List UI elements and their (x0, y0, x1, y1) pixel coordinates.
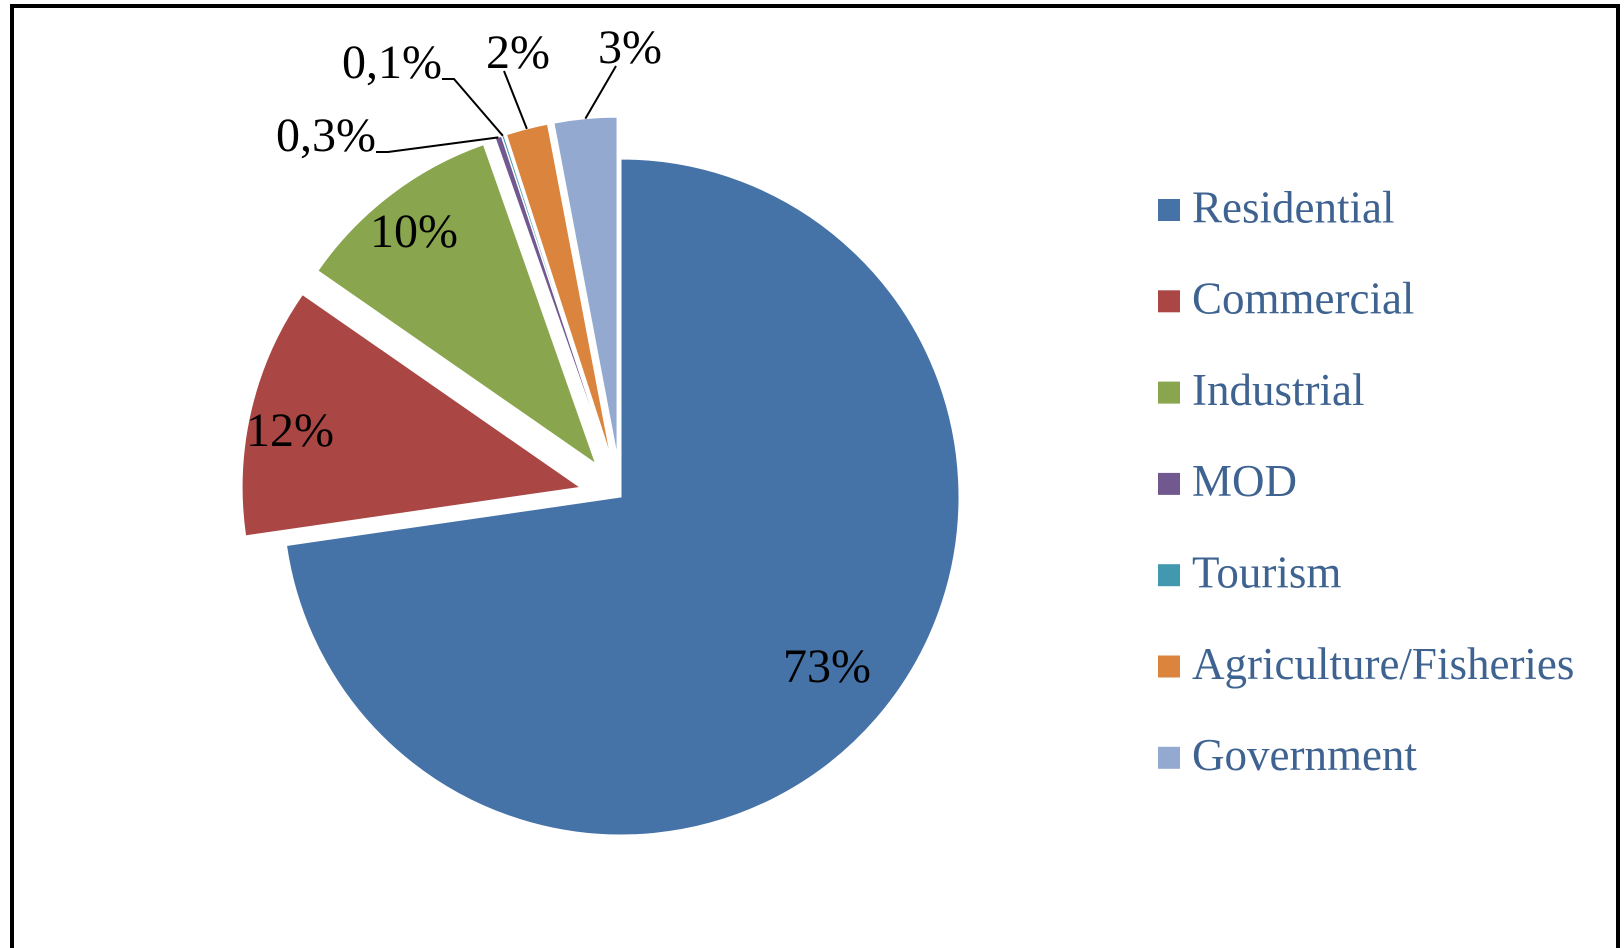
data-label: 3% (598, 21, 662, 74)
leader-line (584, 65, 617, 120)
leader-line (442, 78, 504, 137)
legend-swatch (1158, 290, 1180, 313)
pie-slice (285, 158, 960, 836)
legend-label: Agriculture/Fisheries (1192, 639, 1574, 689)
data-label: 2% (486, 26, 550, 79)
data-label: 12% (246, 404, 334, 457)
pie-slice (317, 144, 597, 465)
legend-swatch (1158, 746, 1180, 769)
data-label: 10% (370, 205, 458, 258)
legend-label: Commercial (1192, 274, 1414, 324)
legend-label: Industrial (1192, 365, 1364, 415)
data-label: 73% (783, 640, 871, 693)
pie-slice (553, 116, 618, 456)
legend-swatch (1158, 472, 1180, 495)
leader-line (503, 70, 528, 130)
legend-label: Tourism (1192, 548, 1341, 598)
legend-label: Government (1192, 730, 1417, 780)
data-label: 0,3% (276, 109, 376, 162)
legend-label: MOD (1192, 456, 1297, 506)
legend-swatch (1158, 655, 1180, 678)
pie-slice (241, 293, 582, 537)
legend-swatch (1158, 381, 1180, 404)
legend-label: Residential (1192, 182, 1394, 232)
data-label: 0,1% (342, 36, 442, 89)
legend-swatch (1158, 564, 1180, 587)
leader-line (376, 136, 499, 153)
legend-swatch (1158, 199, 1180, 221)
